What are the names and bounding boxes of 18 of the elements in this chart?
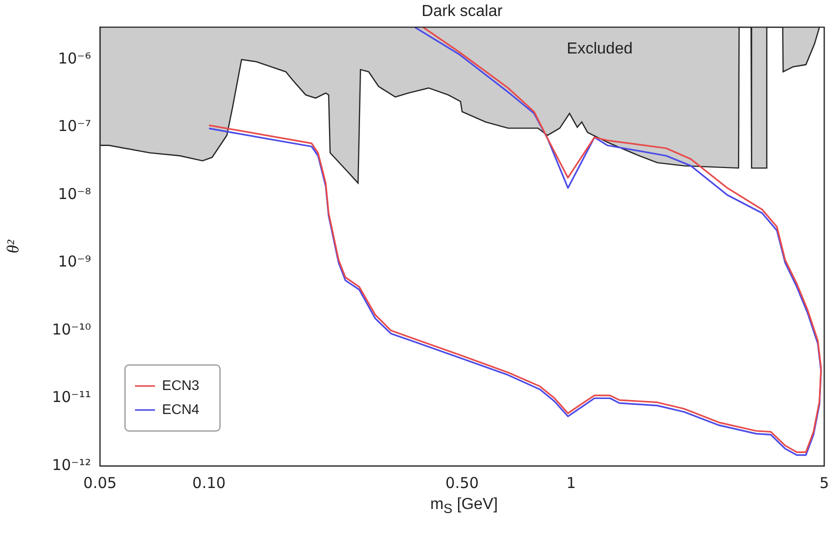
y-tick-label: 10⁻¹² (52, 456, 91, 474)
y-tick-label: 10⁻¹⁰ (52, 320, 91, 338)
x-tick-label: 0.10 (192, 474, 226, 492)
y-tick-label: 10⁻⁹ (58, 252, 91, 271)
x-tick-label: 5 (819, 474, 829, 492)
y-tick-label: 10⁻⁸ (58, 184, 91, 203)
y-axis-title: θ² (4, 238, 23, 254)
x-axis-title: m$_{S}$ [GeV] (429, 496, 499, 516)
x-tick-label: 0.50 (445, 474, 479, 492)
x-tick-label: 1 (566, 474, 576, 492)
legend-label: ECN3 (162, 376, 200, 393)
y-tick-label: 10⁻⁷ (58, 117, 91, 136)
legend-label: ECN4 (162, 400, 200, 417)
chart-title: Dark scalar (422, 3, 504, 20)
y-tick-label: 10⁻⁶ (58, 49, 91, 68)
y-tick-label: 10⁻¹¹ (52, 388, 91, 406)
x-tick-label: 0.05 (83, 474, 117, 492)
series-label: Excluded (566, 40, 633, 58)
